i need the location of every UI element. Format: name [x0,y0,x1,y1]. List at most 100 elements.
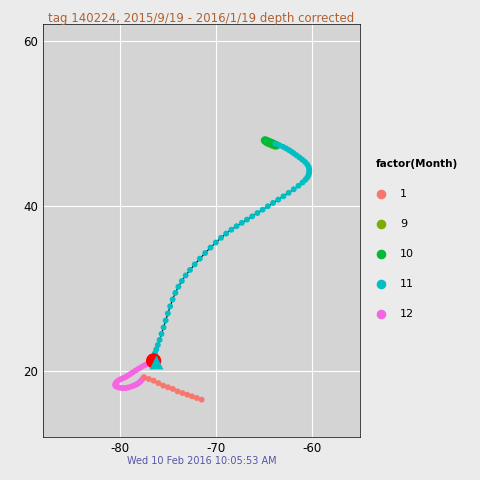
Point [212,239,220,246]
Point [299,179,306,186]
Point [262,137,270,144]
Point [263,137,271,145]
Point [293,152,300,159]
Point [115,377,122,384]
Point [140,373,148,381]
Point [265,138,273,146]
Point [265,139,273,147]
Text: Wed 10 Feb 2016 10:05:53 AM: Wed 10 Feb 2016 10:05:53 AM [127,456,276,466]
Point [196,255,204,263]
Point [150,352,158,360]
Text: 11: 11 [400,279,414,289]
Point [272,141,279,149]
Point [113,378,120,386]
Point [124,372,132,379]
Point [122,373,130,381]
Point [158,330,166,338]
Point [268,140,276,148]
Point [285,146,293,154]
Point [134,379,142,387]
Point [299,156,306,163]
Point [133,381,141,388]
Point [137,363,145,371]
Point [264,138,272,145]
Point [243,216,251,224]
Point [178,277,186,285]
Point [119,384,127,392]
Point [171,289,179,297]
Point [201,249,209,257]
Point [290,150,298,157]
Point [280,192,288,200]
Text: 1: 1 [400,189,407,199]
Point [377,280,385,288]
Point [282,144,290,152]
Point [147,358,155,366]
Point [149,356,157,364]
Point [127,383,134,391]
Point [140,373,148,381]
Point [152,346,160,353]
Point [271,142,278,149]
Point [122,384,130,392]
Point [275,196,282,204]
Point [150,357,157,365]
Point [264,203,272,210]
Point [238,219,246,227]
Point [111,381,119,389]
Point [303,173,311,181]
Point [285,189,292,197]
Point [264,139,272,146]
Point [154,341,162,349]
Point [160,324,168,331]
Point [266,140,274,147]
Point [150,377,157,384]
Point [290,185,298,193]
Point [259,206,266,214]
Point [268,140,276,147]
Point [149,355,157,362]
Point [136,378,144,386]
Point [267,139,275,147]
Text: tag 140224, 2015/9/19 - 2016/1/19 depth corrected: tag 140224, 2015/9/19 - 2016/1/19 depth … [48,12,355,25]
Point [162,317,169,324]
Point [143,360,150,368]
Point [305,165,313,173]
Point [188,393,196,400]
Point [131,382,139,389]
Text: factor(Month): factor(Month) [376,159,458,169]
Point [377,190,385,198]
Point [169,385,177,393]
Point [129,369,137,376]
Point [191,261,199,268]
Point [129,382,136,390]
Point [270,141,277,149]
Point [183,391,191,398]
Point [132,367,139,374]
Point [271,141,278,148]
Point [156,336,164,344]
Point [296,154,303,161]
Point [151,349,159,357]
Point [269,141,276,148]
Point [145,359,153,367]
Point [248,213,256,220]
Point [198,396,205,404]
Point [263,138,271,146]
Point [150,357,157,365]
Point [288,148,295,156]
Text: 9: 9 [400,219,407,229]
Point [266,139,274,146]
Text: 12: 12 [400,309,414,319]
Point [276,142,283,149]
Point [138,376,146,384]
Point [305,169,313,177]
Point [150,357,157,365]
Point [217,234,225,241]
Point [182,272,190,279]
Point [270,140,277,148]
Point [115,384,122,391]
Point [279,143,287,151]
Text: 10: 10 [400,249,414,259]
Point [139,374,147,382]
